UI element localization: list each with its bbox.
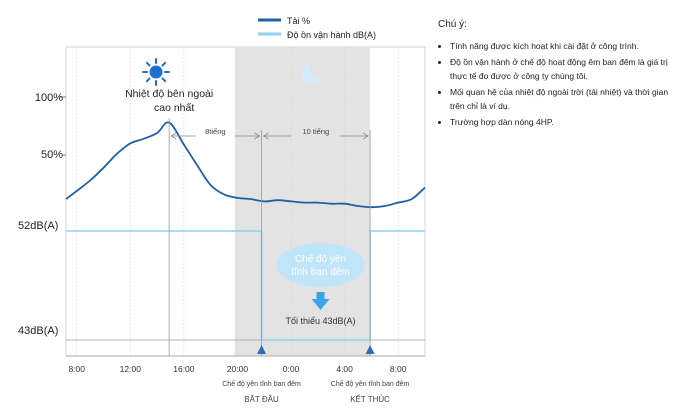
sun-icon [142, 58, 170, 86]
span-arrow-2: 10 tiếng [262, 127, 369, 140]
span-label: 10 tiếng [302, 127, 329, 136]
span-label: 8tiếng [205, 127, 225, 136]
y-label-52db: 52dB(A) [18, 220, 58, 232]
notes-list: Tính năng được kích hoạt khi cài đặt ở c… [438, 40, 678, 130]
start-marker-label: BẮT ĐẦU [244, 394, 279, 404]
x-tick-label: 8:00 [390, 364, 407, 374]
notes-title: Chú ý: [438, 19, 467, 30]
end-marker-label: KẾT THÚC [350, 394, 390, 404]
x-tick-label: 0:00 [283, 364, 300, 374]
legend-label-load: Tải % [287, 16, 310, 26]
peak-annotation-line2: cao nhất [154, 102, 194, 114]
x-tick-label: 12:00 [120, 364, 142, 374]
x-tick-label: 4:00 [336, 364, 353, 374]
note-item: Tính năng được kích hoạt khi cài đặt ở c… [450, 40, 678, 54]
y-label-43db: 43dB(A) [18, 325, 58, 337]
end-marker-triangle [365, 345, 375, 354]
legend: Tải % Độ ồn vận hành dB(A) [258, 16, 376, 40]
x-tick-label: 16:00 [173, 364, 195, 374]
note-item: Độ ồn vận hành ở chế độ hoạt động êm ban… [450, 56, 678, 83]
end-marker-caption: Chế độ yên tĩnh ban đêm [331, 379, 410, 388]
note-item: Trường hợp dàn nóng 4HP. [450, 116, 678, 130]
start-marker-triangle [257, 345, 267, 354]
span-arrowhead-right [254, 132, 261, 140]
night-mode-bubble-line1: Chế độ yên [295, 253, 346, 265]
night-shade [234, 47, 371, 356]
y-label-100: 100% [35, 92, 63, 104]
span-arrowhead-right [362, 132, 369, 140]
moon-icon [301, 61, 323, 84]
down-arrow-icon [311, 292, 330, 310]
min-noise-label: Tối thiểu 43dB(A) [285, 316, 355, 326]
night-mode-bubble [276, 243, 365, 287]
span-arrowhead-left [262, 132, 269, 140]
start-marker-caption: Chế độ yên tĩnh ban đêm [222, 379, 301, 388]
notes: Chú ý: Tính năng được kích hoạt khi cài … [438, 18, 678, 133]
noise-series-line [66, 230, 425, 341]
x-tick-label: 20:00 [227, 364, 249, 374]
load-series-line [65, 121, 426, 209]
x-tick-label: 8:00 [68, 364, 85, 374]
y-label-50: 50% [41, 149, 63, 161]
legend-label-noise: Độ ồn vận hành dB(A) [287, 30, 376, 40]
span-arrowhead-left [170, 132, 177, 140]
peak-annotation-line1: Nhiệt độ bên ngoài [125, 88, 213, 100]
night-mode-bubble-line2: tĩnh ban đêm [291, 267, 349, 278]
span-arrow-1: 8tiếng [170, 127, 261, 140]
note-item: Mối quan hệ của nhiệt độ ngoài trời (tải… [450, 86, 678, 113]
